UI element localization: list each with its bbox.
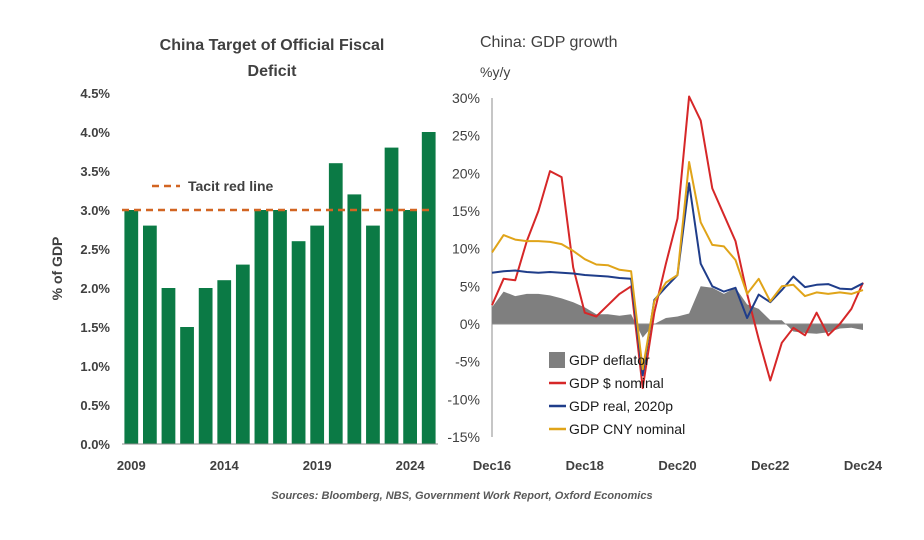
x-tick-label: 2014 bbox=[210, 458, 240, 473]
source-note: Sources: Bloomberg, NBS, Government Work… bbox=[271, 490, 653, 502]
y-tick-label: 4.0% bbox=[80, 125, 110, 140]
bar bbox=[235, 264, 250, 444]
x-tick-label: Dec22 bbox=[751, 458, 789, 473]
x-tick-label: Dec20 bbox=[658, 458, 696, 473]
legend-label: GDP $ nominal bbox=[569, 375, 664, 391]
x-tick-label: Dec16 bbox=[473, 458, 511, 473]
x-tick-label: 2024 bbox=[396, 458, 426, 473]
y-tick-label: 20% bbox=[452, 165, 480, 181]
bar bbox=[161, 288, 176, 444]
x-tick-label: 2009 bbox=[117, 458, 146, 473]
y-tick-label: 10% bbox=[452, 241, 480, 257]
y-tick-label: 0% bbox=[460, 316, 480, 332]
chart-title-line: China Target of Official Fiscal bbox=[160, 37, 385, 54]
legend-label: GDP CNY nominal bbox=[569, 421, 685, 437]
y-tick-label: 30% bbox=[452, 90, 480, 106]
y-unit-label: %y/y bbox=[480, 64, 510, 80]
legend-swatch bbox=[549, 352, 565, 368]
y-axis-label: % of GDP bbox=[49, 237, 65, 301]
y-tick-label: 2.5% bbox=[80, 242, 110, 257]
y-tick-label: 3.0% bbox=[80, 203, 110, 218]
bar bbox=[328, 163, 343, 444]
x-tick-label: 2019 bbox=[303, 458, 332, 473]
y-tick-label: 25% bbox=[452, 128, 480, 144]
y-tick-label: 3.5% bbox=[80, 164, 110, 179]
chart-title: China: GDP growth bbox=[480, 34, 618, 51]
y-tick-label: 0.0% bbox=[80, 437, 110, 452]
bar bbox=[124, 210, 139, 444]
bar bbox=[180, 327, 194, 444]
y-tick-label: -5% bbox=[455, 354, 480, 370]
bar bbox=[254, 210, 269, 444]
y-tick-label: 4.5% bbox=[80, 86, 110, 101]
bar bbox=[198, 288, 213, 444]
bar bbox=[347, 194, 362, 444]
y-tick-label: 15% bbox=[452, 203, 480, 219]
chart-title-line: Deficit bbox=[248, 63, 298, 80]
y-tick-label: -15% bbox=[447, 429, 480, 445]
gdp-growth-chart: China: GDP growth %y/y -15% -10% -5% 0% 5% 10% 1… bbox=[447, 34, 883, 473]
series-line-gdp-cny-nominal bbox=[491, 161, 864, 371]
bar bbox=[403, 210, 417, 444]
bar bbox=[273, 210, 287, 444]
series-line-gdp-nominal bbox=[491, 95, 864, 389]
y-tick-label: 2.0% bbox=[80, 281, 110, 296]
bar bbox=[291, 241, 306, 444]
bar bbox=[421, 132, 436, 444]
bar bbox=[217, 280, 232, 444]
y-tick-label: -10% bbox=[447, 391, 480, 407]
x-tick-label: Dec24 bbox=[844, 458, 883, 473]
bar bbox=[366, 225, 380, 444]
bar bbox=[384, 147, 399, 444]
fiscal-deficit-chart: China Target of Official Fiscal Deficit % … bbox=[49, 37, 438, 473]
y-tick-label: 5% bbox=[460, 278, 480, 294]
legend-label: GDP deflator bbox=[569, 352, 650, 368]
bar bbox=[143, 225, 157, 444]
legend-label: GDP real, 2020p bbox=[569, 398, 673, 414]
legend-label-red-line: Tacit red line bbox=[188, 178, 274, 194]
y-tick-label: 1.5% bbox=[80, 320, 110, 335]
y-tick-label: 0.5% bbox=[80, 398, 110, 413]
y-tick-label: 1.0% bbox=[80, 359, 110, 374]
x-tick-label: Dec18 bbox=[566, 458, 604, 473]
bar bbox=[310, 225, 325, 444]
